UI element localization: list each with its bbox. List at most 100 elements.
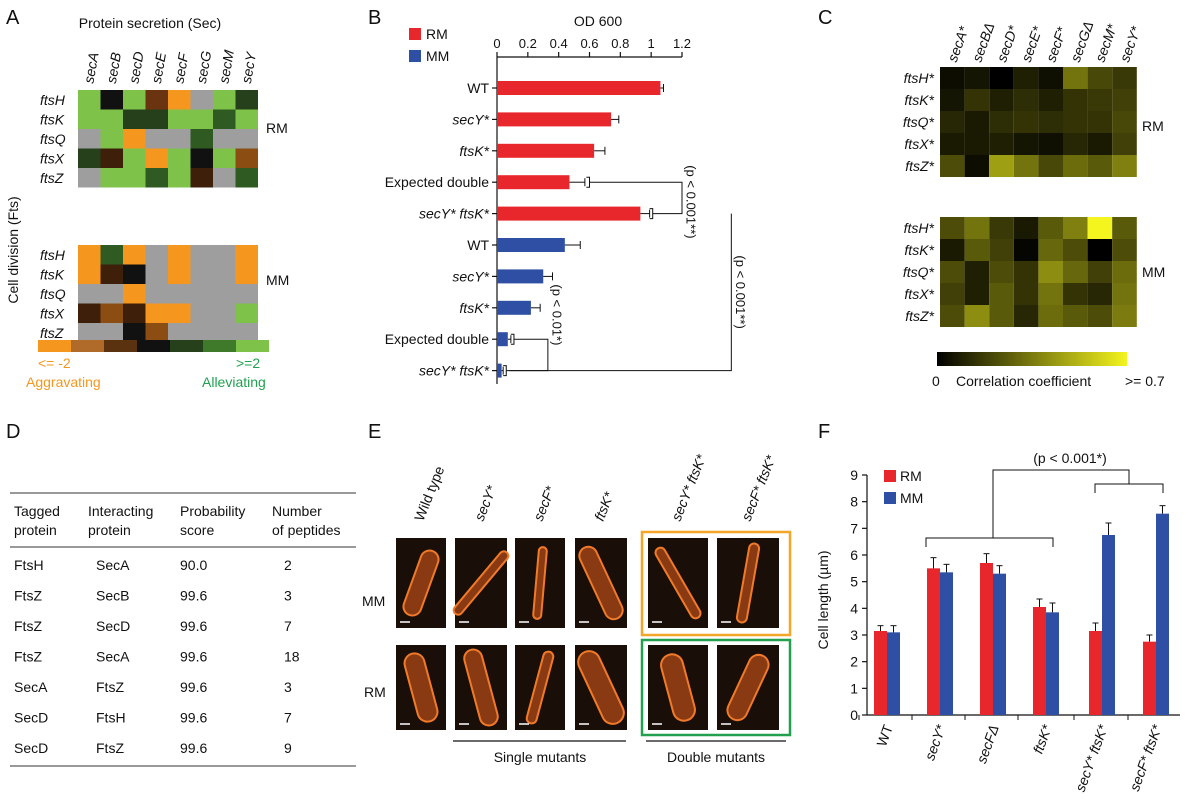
panel-f-bar bbox=[1156, 513, 1169, 715]
panel-a-cell bbox=[235, 264, 258, 284]
panel-letter-e: E bbox=[368, 421, 381, 443]
panel-f-tick-label: 5 bbox=[850, 574, 858, 590]
panel-e-micrographs: Wild type secY* secF* ftsK* secY* ftsK* secF*… bbox=[362, 452, 792, 765]
panel-f-legend-rm: RM bbox=[900, 468, 922, 484]
panel-a-cell bbox=[100, 90, 123, 110]
panel-a-cell bbox=[213, 284, 236, 304]
panel-f-annotation: (p < 0.001*) bbox=[1033, 450, 1107, 466]
panel-e-cell-shape bbox=[463, 648, 499, 727]
panel-c-cell bbox=[1063, 305, 1088, 327]
panel-c-cell bbox=[1112, 239, 1137, 261]
panel-c-cell bbox=[1087, 261, 1113, 283]
panel-letter-f: F bbox=[818, 421, 830, 443]
panel-c-row-label: ftsX* bbox=[904, 136, 934, 152]
panel-a-cell bbox=[78, 90, 101, 110]
panel-c-cell bbox=[989, 67, 1014, 89]
panel-f-tick-label: 7 bbox=[850, 520, 858, 536]
panel-a-cell bbox=[190, 264, 213, 284]
panel-c-cell bbox=[989, 217, 1014, 239]
panel-a-cell bbox=[100, 148, 123, 168]
panel-c-rm-label: RM bbox=[1142, 118, 1164, 134]
panel-c-cell bbox=[1112, 261, 1137, 283]
panel-letter-a: A bbox=[6, 7, 20, 29]
panel-e-double-label: Double mutants bbox=[667, 749, 765, 765]
panel-c-cell bbox=[1087, 283, 1113, 305]
panel-a-cell bbox=[123, 303, 146, 323]
panel-c-cell bbox=[989, 283, 1014, 305]
panel-a-cell bbox=[168, 245, 191, 265]
panel-e-cell-shape bbox=[525, 650, 555, 725]
panel-a-col-label: secD bbox=[125, 50, 146, 84]
panel-a-cell bbox=[78, 148, 101, 168]
panel-b-category-label: Expected double bbox=[385, 174, 490, 190]
panel-a-cell bbox=[100, 284, 123, 304]
panel-a-cell bbox=[145, 148, 168, 168]
panel-e-cell-shape bbox=[452, 550, 510, 616]
panel-a-cell bbox=[168, 90, 191, 110]
panel-b-annotation-1: (p < 0.001**) bbox=[684, 165, 699, 238]
panel-c-cell bbox=[1038, 111, 1063, 133]
panel-a-cell bbox=[190, 148, 213, 168]
panel-d-cell: 3 bbox=[284, 679, 292, 695]
panel-b-tick-label: 0 bbox=[493, 36, 500, 51]
panel-e-single-label: Single mutants bbox=[494, 749, 587, 765]
panel-c-cell bbox=[964, 133, 990, 155]
panel-b-bar bbox=[497, 175, 570, 190]
panel-b-chart: RM MM OD 600 0 0.2 0.4 0.6 0.8 1 1.2 WT secY* fts… bbox=[385, 13, 748, 384]
panel-a-row-label: ftsK bbox=[40, 112, 65, 128]
panel-e-double-mm-box bbox=[640, 530, 792, 637]
panel-e-cell-shape bbox=[660, 653, 696, 722]
panel-a-cell bbox=[145, 264, 168, 284]
panel-e-col-label: secY* ftsK* bbox=[668, 452, 709, 523]
panel-a-cell bbox=[213, 264, 236, 284]
panel-c-row-label: ftsQ* bbox=[903, 264, 935, 280]
panel-a-cell bbox=[145, 323, 168, 343]
panel-e-row-rm: RM bbox=[364, 684, 386, 700]
panel-a-row-label: ftsH bbox=[40, 92, 66, 108]
panel-c-cell bbox=[1013, 305, 1039, 327]
panel-a-cell bbox=[145, 303, 168, 323]
panel-c-cell bbox=[1038, 155, 1063, 177]
panel-d-cell: SecB bbox=[96, 588, 129, 604]
panel-c-cell bbox=[989, 239, 1014, 261]
panel-c-legend-mid: Correlation coefficient bbox=[956, 373, 1091, 389]
panel-a-heatmap: Protein secretion (Sec) Cell division (F… bbox=[5, 15, 289, 390]
panel-c-cell bbox=[1038, 261, 1063, 283]
panel-c-cell bbox=[1038, 67, 1063, 89]
panel-a-cell bbox=[235, 148, 258, 168]
panel-a-row-label: ftsZ bbox=[40, 325, 64, 341]
panel-c-col-label: secD* bbox=[993, 23, 1021, 64]
panel-f-tick-label: 8 bbox=[850, 494, 858, 510]
panel-c-cell bbox=[1038, 217, 1063, 239]
panel-a-cell bbox=[123, 168, 146, 188]
panel-c-cell bbox=[989, 155, 1014, 177]
panel-f-bar bbox=[874, 631, 887, 715]
panel-c-cell bbox=[989, 133, 1014, 155]
panel-d-cell: 2 bbox=[284, 557, 292, 573]
panel-c-cell bbox=[1013, 283, 1039, 305]
panel-f-chart: RM MM Cell length (µm) (p < 0.001*) 0 1 2 3… bbox=[815, 450, 1180, 794]
panel-a-cell bbox=[123, 264, 146, 284]
panel-c-cell bbox=[1112, 217, 1137, 239]
panel-a-cell bbox=[235, 245, 258, 265]
panel-a-cell bbox=[78, 129, 101, 149]
panel-a-cell bbox=[213, 303, 236, 323]
panel-e-col-label: ftsK* bbox=[591, 489, 617, 523]
panel-d-cell: 90.0 bbox=[180, 557, 207, 573]
panel-a-cell bbox=[145, 245, 168, 265]
panel-c-row-label: ftsK* bbox=[904, 92, 934, 108]
panel-a-cell bbox=[168, 168, 191, 188]
panel-a-cell bbox=[168, 323, 191, 343]
panel-c-legend-right: >= 0.7 bbox=[1125, 373, 1165, 389]
panel-c-cell bbox=[1013, 89, 1039, 111]
panel-a-legend-swatch bbox=[236, 340, 269, 352]
panel-c-cell bbox=[1112, 283, 1137, 305]
panel-b-category-label: WT bbox=[467, 80, 489, 96]
panel-c-row-label: ftsQ* bbox=[903, 114, 935, 130]
panel-b-bar bbox=[497, 332, 508, 347]
panel-c-cell bbox=[1038, 283, 1063, 305]
panel-a-legend-swatch bbox=[137, 340, 170, 352]
panel-a-cell bbox=[145, 284, 168, 304]
panel-f-legend-mm-swatch bbox=[884, 492, 896, 504]
panel-e-cell-shape bbox=[402, 549, 440, 617]
